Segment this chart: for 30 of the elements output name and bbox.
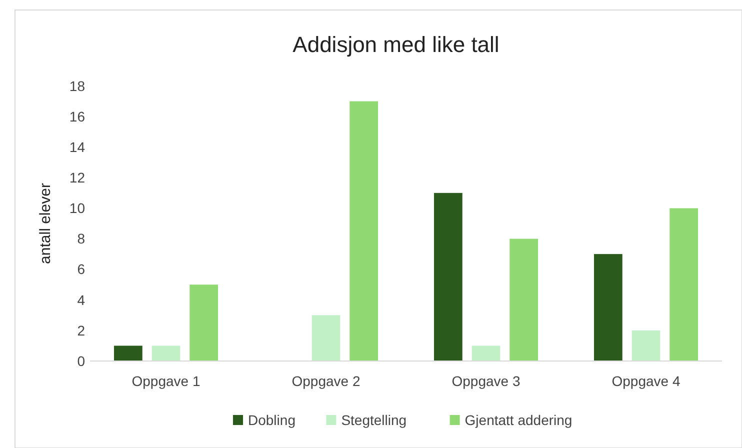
x-tick-label: Oppgave 2 <box>292 373 360 389</box>
legend-label: Dobling <box>248 412 296 428</box>
x-tick-label: Oppgave 3 <box>452 373 520 389</box>
x-tick-label: Oppgave 1 <box>132 373 200 389</box>
y-tick-label: 2 <box>77 322 86 338</box>
legend-label: Gjentatt addering <box>464 412 572 428</box>
bar <box>472 346 500 361</box>
bar <box>670 208 698 361</box>
bar <box>434 192 462 361</box>
y-tick-label: 6 <box>77 261 86 278</box>
bar <box>510 238 538 361</box>
bar <box>594 254 622 361</box>
y-tick-label: 10 <box>69 200 86 216</box>
legend-label: Stegtelling <box>341 412 407 428</box>
bar <box>312 315 340 361</box>
chart-title: Addisjon med like tall <box>292 32 500 57</box>
y-tick-label: 0 <box>77 352 86 369</box>
x-tick-label: Oppgave 4 <box>612 373 680 389</box>
bar <box>190 284 218 361</box>
y-axis-title: antall elever <box>37 183 54 264</box>
y-tick-label: 4 <box>77 292 86 308</box>
y-tick-label: 8 <box>77 230 86 247</box>
y-tick-label: 16 <box>69 108 86 124</box>
y-tick-label: 12 <box>69 170 86 186</box>
y-tick-label: 14 <box>69 139 86 156</box>
bar <box>152 346 180 361</box>
y-tick-label: 18 <box>69 78 86 94</box>
bar <box>350 101 378 361</box>
bar <box>632 330 660 361</box>
bar <box>114 346 142 361</box>
